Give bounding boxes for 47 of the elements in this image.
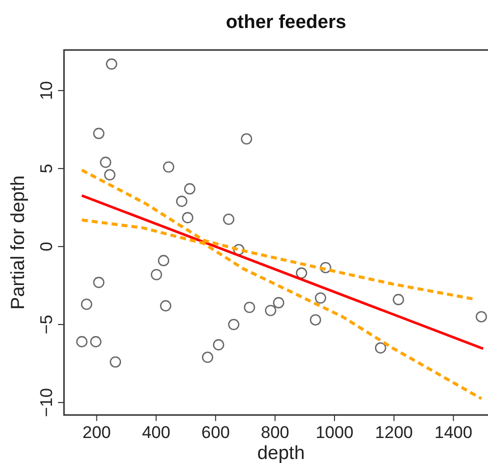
point: [264, 304, 276, 316]
x-tick-label: 600: [201, 423, 230, 442]
y-tick-label: 0: [37, 242, 56, 252]
point: [374, 342, 386, 354]
point: [272, 297, 284, 308]
point: [100, 156, 112, 168]
point: [104, 169, 116, 180]
point: [110, 356, 122, 368]
point: [240, 133, 252, 145]
point: [150, 268, 162, 280]
point: [160, 300, 172, 312]
point: [162, 161, 174, 173]
point: [212, 339, 224, 350]
point: [202, 352, 214, 363]
y-axis-title: Partial for depth: [8, 175, 29, 310]
point: [90, 336, 102, 348]
point: [244, 302, 256, 314]
point: [228, 318, 240, 330]
point: [76, 336, 88, 348]
point: [314, 292, 326, 304]
point: [476, 311, 488, 322]
y-tick-label: 10: [37, 81, 56, 100]
point: [296, 267, 308, 279]
x-axis-title: depth: [257, 443, 305, 463]
x-tick-label: 1400: [434, 423, 472, 442]
x-tick-label: 1000: [316, 423, 354, 442]
point: [80, 298, 92, 310]
point: [392, 294, 404, 306]
point: [93, 128, 104, 140]
x-tick-label: 800: [260, 423, 290, 442]
x-tick-label: 200: [82, 423, 111, 442]
y-tick-label: −5: [37, 314, 56, 334]
point: [223, 214, 234, 225]
y-tick-label: 5: [37, 164, 56, 174]
y-tick-label: −10: [37, 388, 56, 417]
x-tick-label: 1200: [375, 423, 413, 442]
point: [182, 212, 194, 224]
x-tick-label: 400: [142, 423, 170, 442]
point: [106, 58, 118, 70]
point: [93, 276, 104, 288]
chart-title: other feeders: [226, 12, 346, 33]
point: [320, 262, 332, 274]
point: [184, 183, 196, 194]
point: [158, 254, 170, 266]
point: [310, 314, 322, 326]
point: [176, 196, 188, 207]
point: [233, 244, 244, 256]
